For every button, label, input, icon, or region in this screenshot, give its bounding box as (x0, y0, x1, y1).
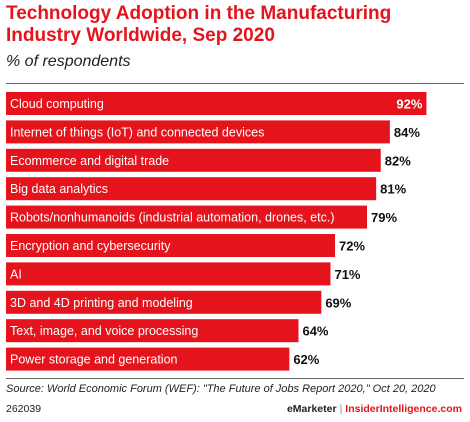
top-divider (6, 83, 464, 84)
bar (6, 205, 368, 229)
bar (6, 234, 336, 257)
value-label: 92% (396, 97, 422, 112)
category-label: Internet of things (IoT) and connected d… (10, 125, 264, 139)
source-note: Source: World Economic Forum (WEF): "The… (6, 383, 436, 395)
bar (6, 290, 322, 314)
category-label: Big data analytics (10, 182, 108, 196)
chart-title: Technology Adoption in the Manufacturing… (6, 3, 392, 46)
bar (6, 347, 290, 371)
value-label: 62% (293, 352, 319, 367)
value-label: 71% (334, 267, 360, 282)
footer-brand: eMarketer | InsiderIntelligence.com (287, 403, 462, 415)
bar (6, 319, 299, 343)
bottom-divider (6, 378, 464, 379)
chart-id: 262039 (6, 403, 42, 415)
category-label: Encryption and cybersecurity (10, 239, 171, 253)
value-label: 79% (371, 210, 397, 225)
brand-emarketer: eMarketer (286, 403, 337, 415)
category-label: Text, image, and voice processing (10, 324, 198, 338)
value-label: 82% (385, 153, 411, 168)
category-label: Cloud computing (10, 97, 104, 111)
value-label: 84% (394, 125, 420, 140)
bar (6, 177, 377, 201)
chart-subtitle: % of respondents (6, 53, 131, 70)
bar (6, 148, 381, 172)
category-label: 3D and 4D printing and modeling (10, 296, 193, 310)
category-label: Ecommerce and digital trade (10, 154, 169, 168)
category-label: Power storage and generation (10, 353, 178, 367)
brand-separator: | (339, 403, 343, 415)
value-label: 72% (339, 239, 365, 254)
bar (6, 92, 427, 115)
bar (6, 120, 390, 144)
brand-insiderintelligence: InsiderIntelligence.com (345, 403, 462, 415)
category-label: AI (10, 267, 22, 281)
value-label: 69% (325, 295, 351, 310)
value-label: 64% (302, 324, 328, 339)
value-label: 81% (380, 182, 406, 197)
bar (6, 262, 331, 286)
category-label: Robots/nonhumanoids (industrial automati… (10, 211, 335, 225)
